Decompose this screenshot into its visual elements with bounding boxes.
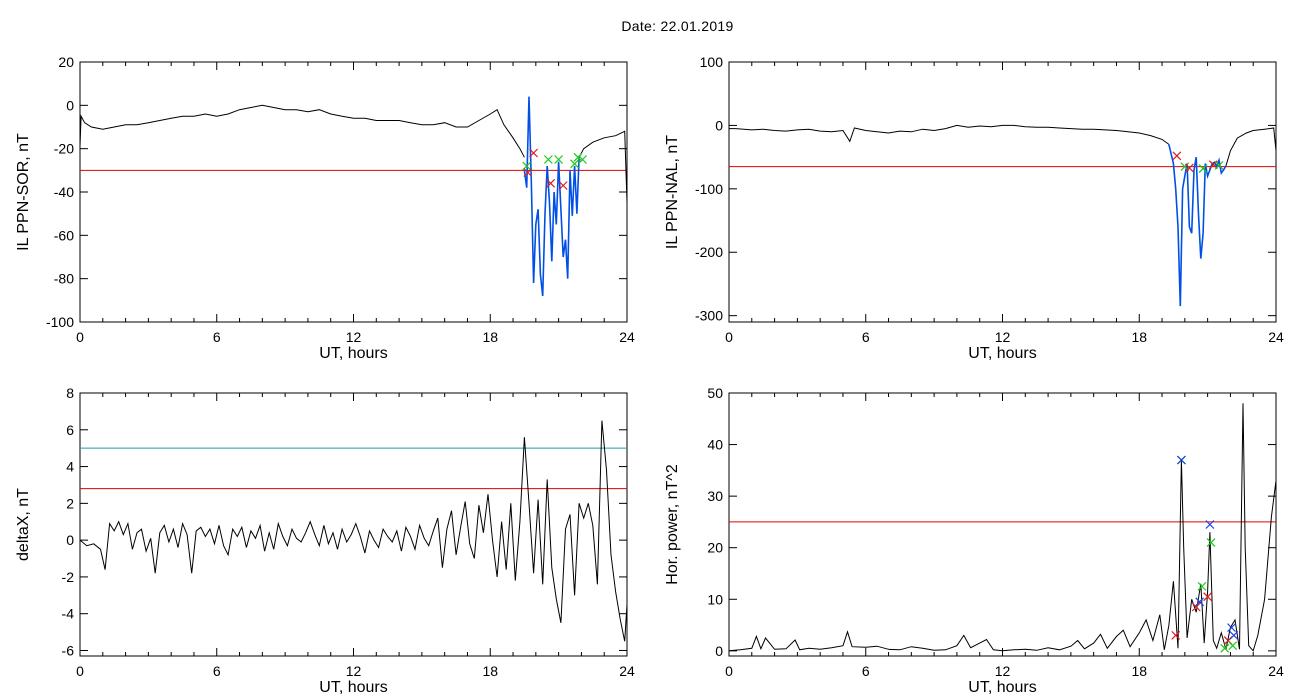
y-tick-label: 8 [66, 385, 74, 401]
x-tick-label: 12 [346, 329, 362, 345]
marker-blue [1229, 630, 1239, 640]
x-tick-label: 24 [1268, 663, 1284, 679]
series-line-3 [1168, 144, 1227, 307]
chart-panel-2: 0 6 12 18 24 -300 -200 -100 0 100 UT, hours IL PPN-… [664, 54, 1284, 362]
y-tick-label: -4 [62, 606, 75, 622]
plot-area [729, 124, 1276, 307]
y-tick-label: 20 [58, 54, 74, 70]
marker-blue [1176, 455, 1186, 465]
x-tick-label: 24 [1268, 329, 1284, 345]
x-tick-label: 6 [213, 329, 221, 345]
y-axis-label: IL PPN-SOR, nT [15, 133, 32, 251]
y-axis-label: deltaX, nT [15, 488, 32, 561]
marker-green [1197, 581, 1207, 591]
plot-area [80, 420, 627, 642]
x-tick-label: 18 [1131, 663, 1147, 679]
x-tick-label: 12 [995, 329, 1011, 345]
marker-red [558, 181, 568, 190]
marker-green [1214, 160, 1224, 170]
y-tick-label: 10 [707, 591, 723, 607]
marker-red [1171, 630, 1181, 640]
x-tick-label: 0 [76, 329, 84, 345]
marker-red [1184, 163, 1194, 173]
x-tick-label: 18 [1131, 329, 1147, 345]
marker-green [1220, 643, 1230, 653]
x-tick-label: 18 [482, 663, 498, 679]
x-tick-label: 0 [725, 329, 733, 345]
series-line-2 [1225, 127, 1276, 167]
marker-green [578, 155, 587, 164]
plot-area [729, 403, 1276, 653]
series-line-1 [729, 403, 1276, 652]
marker-green [543, 155, 553, 164]
x-tick-label: 12 [346, 663, 362, 679]
y-tick-label: 6 [66, 422, 74, 438]
y-tick-label: -2 [62, 569, 75, 585]
series-line-1 [80, 104, 525, 158]
y-tick-label: 4 [66, 459, 74, 475]
page-title: Date: 22.01.2019 [621, 18, 734, 34]
x-axis-label: UT, hours [968, 679, 1036, 696]
y-tick-label: -100 [695, 181, 723, 197]
series-line-2 [578, 130, 627, 203]
x-tick-label: 6 [862, 329, 870, 345]
marker-green [1228, 641, 1238, 651]
marker-red [523, 168, 533, 177]
y-tick-label: -40 [54, 184, 74, 200]
marker-red [1191, 602, 1201, 612]
y-tick-label: 0 [715, 643, 723, 659]
marker-red [546, 178, 556, 188]
y-tick-label: 50 [707, 385, 723, 401]
x-tick-label: 12 [995, 663, 1011, 679]
marker-blue [1205, 520, 1215, 529]
y-tick-label: -300 [695, 308, 723, 324]
y-tick-label: -100 [46, 314, 74, 330]
series-line-1 [729, 124, 1170, 145]
x-tick-label: 24 [619, 663, 635, 679]
series-line-3 [523, 96, 580, 297]
x-tick-label: 6 [862, 663, 870, 679]
y-tick-label: 100 [700, 54, 724, 70]
marker-green [573, 152, 583, 162]
y-tick-label: 0 [66, 532, 74, 548]
marker-red [1172, 151, 1182, 161]
marker-green [1198, 164, 1208, 173]
chart-panel-1: 0 6 12 18 24 -100 -80 -60 -40 -20 0 20 UT, hours IL P… [15, 54, 635, 362]
y-tick-label: 40 [707, 437, 723, 453]
x-axis-label: UT, hours [319, 679, 387, 696]
marker-red [1203, 592, 1213, 602]
y-tick-label: -80 [54, 271, 74, 287]
y-tick-label: 0 [66, 97, 74, 113]
x-tick-label: 6 [213, 663, 221, 679]
y-tick-label: -6 [62, 642, 75, 658]
y-tick-label: 20 [707, 540, 723, 556]
x-tick-label: 24 [619, 329, 635, 345]
marker-green [570, 159, 580, 169]
plot-area [80, 96, 627, 297]
x-tick-label: 0 [725, 663, 733, 679]
x-axis-label: UT, hours [968, 345, 1036, 362]
marker-red [529, 148, 538, 158]
marker-blue [1227, 623, 1236, 633]
plot-frame [728, 392, 1277, 657]
plot-frame [79, 61, 628, 323]
y-tick-label: 0 [715, 117, 723, 133]
marker-green [554, 155, 564, 164]
series-line-1 [80, 420, 627, 642]
y-tick-label: -200 [695, 244, 723, 260]
y-tick-label: 2 [66, 495, 74, 511]
marker-blue [1195, 597, 1205, 607]
x-tick-label: 0 [76, 663, 84, 679]
y-tick-label: -60 [54, 227, 74, 243]
chart-panel-4: 0 6 12 18 24 0 10 20 30 40 50 UT, hours Hor. power, … [664, 385, 1284, 696]
y-axis-label: Hor. power, nT^2 [664, 464, 681, 585]
x-axis-label: UT, hours [319, 345, 387, 362]
marker-green [1206, 538, 1216, 547]
x-tick-label: 18 [482, 329, 498, 345]
y-axis-label: IL PPN-NAL, nT [664, 135, 681, 249]
y-tick-label: -20 [54, 141, 74, 157]
y-tick-label: 30 [707, 488, 723, 504]
